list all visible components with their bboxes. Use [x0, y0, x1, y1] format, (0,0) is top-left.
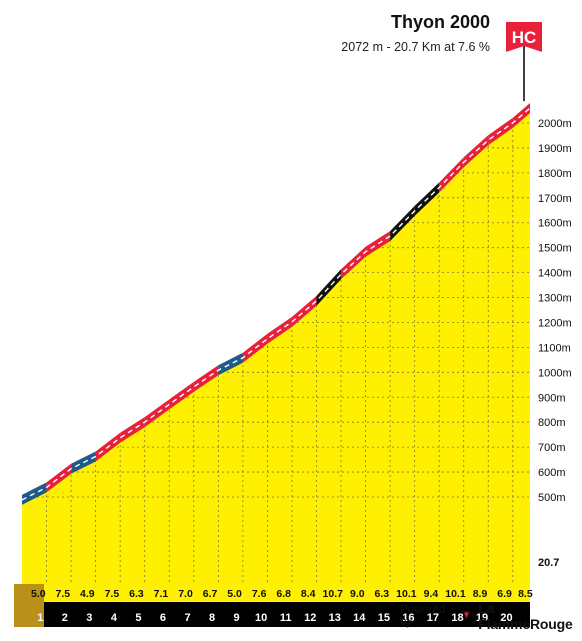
y-tick-label: 1300m	[538, 293, 572, 305]
brand-name: La FlammeRouge	[478, 600, 573, 632]
y-tick-label: 1200m	[538, 317, 572, 329]
gradient-label: 6.3	[375, 588, 390, 600]
gradient-label: 8.9	[473, 588, 488, 600]
x-tick-label: 11	[280, 612, 292, 624]
road-segment	[120, 417, 145, 443]
x-tick-label: 5	[135, 612, 141, 624]
y-tick-label: 500m	[538, 492, 566, 504]
x-tick-label: 3	[86, 612, 92, 624]
y-tick-label: 600m	[538, 467, 566, 479]
gradient-label: 8.4	[301, 588, 316, 600]
gradient-label: 7.1	[154, 588, 169, 600]
profile-base	[14, 584, 44, 627]
climb-subtitle: 2072 m - 20.7 Km at 7.6 %	[341, 40, 490, 54]
gradient-label: 7.0	[178, 588, 193, 600]
x-tick-label: 6	[160, 612, 166, 624]
y-tick-label: 1000m	[538, 367, 572, 379]
gradient-label: 4.9	[80, 588, 95, 600]
x-tick-label: 10	[255, 612, 267, 624]
y-tick-label: 1800m	[538, 168, 572, 180]
gradient-label: 10.1	[396, 588, 417, 600]
road-segment	[242, 333, 268, 363]
road-segment	[463, 135, 489, 168]
x-tick-label: 17	[427, 612, 439, 624]
road-segment	[46, 463, 72, 493]
x-tick-label: 16	[402, 612, 414, 624]
powered-by-label: Powered by	[400, 604, 446, 628]
x-tick-label: 13	[329, 612, 341, 624]
y-tick-label: 1700m	[538, 193, 572, 205]
x-tick-label: 7	[184, 612, 190, 624]
x-tick-label: 8	[209, 612, 215, 624]
gradient-road	[21, 103, 531, 505]
x-tick-label: 19	[476, 612, 488, 624]
y-axis-ticks: 2000m 1900m 1800m 1700m 1600m 1500m 1400m 1300m…	[538, 118, 572, 504]
x-tick-label: 2	[62, 612, 68, 624]
y-tick-label: 1500m	[538, 243, 572, 255]
y-tick-label: 2000m	[538, 118, 572, 130]
gradient-label: 10.7	[323, 588, 344, 600]
y-tick-label: 1400m	[538, 268, 572, 280]
y-tick-label: 1900m	[538, 143, 572, 155]
flame-logo-icon	[462, 610, 472, 622]
climb-title: Thyon 2000	[390, 12, 490, 32]
x-tick-label: 9	[234, 612, 240, 624]
gradient-labels: 5.0 7.5 4.9 7.5 6.3 7.1 7.0 6.7 5.0 7.6 6.8 8.4 10.7…	[31, 588, 533, 600]
profile-base-block	[14, 584, 44, 627]
x-tick-label: 15	[378, 612, 390, 624]
y-tick-label: 1600m	[538, 218, 572, 230]
gradient-label: 5.0	[31, 588, 46, 600]
brand-footer: Powered by La FlammeRouge	[400, 600, 582, 632]
gradient-label: 6.9	[497, 588, 512, 600]
road-segment	[365, 231, 391, 257]
gradient-label: 7.5	[56, 588, 71, 600]
x-tick-label: 12	[304, 612, 316, 624]
gradient-label: 7.6	[252, 588, 267, 600]
road-segment	[144, 399, 170, 428]
gradient-label: 6.8	[276, 588, 291, 600]
x-tick-label: 4	[111, 612, 118, 624]
x-tick-label: 20	[500, 612, 512, 624]
gradient-label: 8.5	[518, 588, 533, 600]
x-tick-label: 18	[451, 612, 463, 624]
axis-strip-fill	[44, 584, 530, 602]
road-centre-line	[21, 107, 531, 501]
gradient-label: 5.0	[227, 588, 242, 600]
y-tick-label: 800m	[538, 417, 566, 429]
x-tick-label: 1	[37, 612, 43, 624]
category-flag-shape	[506, 22, 542, 52]
road-segment	[316, 269, 342, 306]
gradient-label: 6.7	[203, 588, 218, 600]
y-tick-label: 700m	[538, 442, 566, 454]
road-segment	[193, 365, 219, 392]
y-tick-label: 1100m	[538, 342, 571, 354]
axis-strip-bar	[44, 602, 530, 627]
gradient-label: 9.4	[424, 588, 439, 600]
y-tick-label: 900m	[538, 392, 566, 404]
gradient-label: 9.0	[350, 588, 365, 600]
road-segment	[291, 295, 317, 327]
gradient-label: 10.1	[445, 588, 466, 600]
category-label: HC	[512, 28, 537, 47]
final-distance-label: 20.7	[538, 557, 559, 569]
gradient-label: 6.3	[129, 588, 144, 600]
x-tick-label: 14	[353, 612, 366, 624]
category-flag: HC	[506, 22, 542, 102]
road-segment	[218, 352, 243, 376]
gradient-label: 7.5	[105, 588, 120, 600]
